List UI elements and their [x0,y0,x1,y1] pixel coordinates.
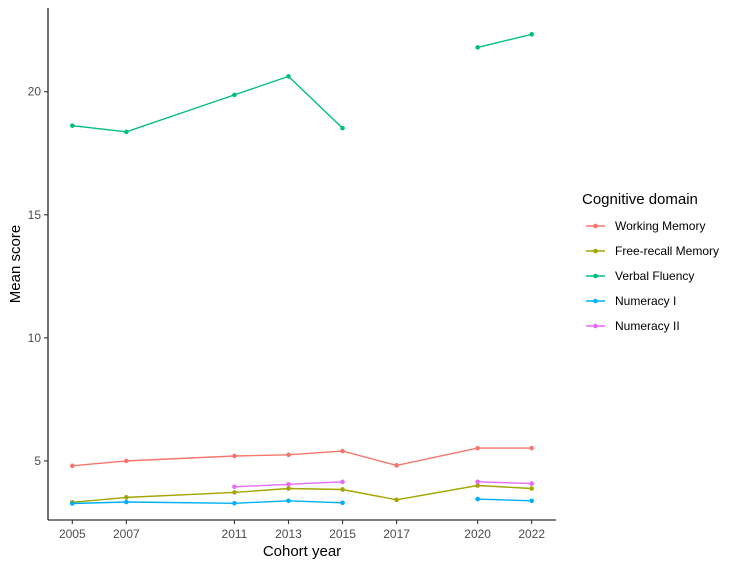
y-axis-title: Mean score [7,225,24,303]
y-tick-label: 15 [28,208,42,222]
series-numeracy-i [70,496,534,506]
legend-label: Numeracy I [615,294,676,308]
data-point-verbal-fluency [475,45,480,50]
data-point-verbal-fluency [232,92,237,98]
legend-key-point [593,248,598,254]
plot-marks [70,32,534,506]
data-point-numeracy-i [529,498,534,504]
series-numeracy-ii [232,479,534,490]
data-point-numeracy-i [340,500,345,506]
legend-key-point [593,273,598,279]
x-axis-title: Cohort year [263,543,341,560]
legend-item-numeracy-i: Numeracy I [586,294,676,308]
x-tick-label: 2017 [383,527,410,541]
data-point-verbal-fluency [286,74,291,79]
series-working-memory [70,445,534,469]
x-tick-label: 2007 [113,527,140,541]
series-line-working-memory [72,447,532,467]
legend-label: Numeracy II [615,319,680,333]
x-tick-label: 2022 [518,527,545,541]
data-point-verbal-fluency [529,32,534,37]
y-tick-label: 10 [28,331,42,345]
series-line-free-recall-memory [72,484,532,503]
data-point-working-memory [340,448,345,454]
axes: 2005 2007 2011 2013 2015 2017 2020 2022 5 10 15 20 [28,8,556,541]
data-point-numeracy-ii [475,479,480,485]
legend: Cognitive domain Working Memory Free-reca… [582,191,719,333]
data-point-free-recall-memory [394,497,399,503]
data-point-free-recall-memory [286,486,291,491]
data-point-numeracy-i [286,498,291,504]
legend-item-numeracy-ii: Numeracy II [586,319,680,333]
y-tick-label: 20 [28,85,42,99]
series-line-verbal-fluency [477,33,532,49]
legend-key-point [593,323,598,329]
data-point-free-recall-memory [529,486,534,491]
series-line-numeracy-i [72,500,343,505]
y-tick-label: 5 [34,454,41,468]
data-point-numeracy-ii [232,484,237,490]
data-point-free-recall-memory [124,495,129,500]
data-point-numeracy-i [232,500,237,506]
series-line-numeracy-ii [477,481,532,485]
data-point-numeracy-i [475,496,480,502]
x-tick-label: 2011 [222,527,248,541]
series-line-verbal-fluency [72,75,343,133]
data-point-working-memory [529,445,534,451]
legend-items: Working Memory Free-recall Memory Verbal F… [586,219,719,333]
data-point-working-memory [124,458,129,464]
x-tick-label: 2005 [59,527,86,541]
legend-title: Cognitive domain [582,191,698,208]
legend-item-working-memory: Working Memory [586,219,705,233]
legend-item-free-recall-memory: Free-recall Memory [586,244,719,258]
legend-key-point [593,298,598,304]
data-point-numeracy-ii [286,482,291,487]
series-free-recall-memory [70,483,534,505]
series-verbal-fluency [70,32,534,135]
data-point-verbal-fluency [340,125,345,131]
data-point-working-memory [475,445,480,451]
data-point-verbal-fluency [70,123,75,128]
data-point-numeracy-i [124,499,129,505]
data-point-working-memory [394,463,399,468]
x-tick-label: 2015 [329,527,356,541]
legend-key-point [593,223,598,229]
data-point-working-memory [70,463,75,469]
legend-label: Working Memory [615,219,705,233]
data-point-free-recall-memory [340,487,345,492]
x-tick-label: 2013 [275,527,302,541]
data-point-numeracy-ii [529,481,534,486]
data-point-working-memory [286,452,291,458]
data-point-verbal-fluency [124,129,129,135]
x-tick-label: 2020 [464,527,491,541]
legend-label: Verbal Fluency [615,269,694,283]
data-point-free-recall-memory [475,483,480,488]
data-point-working-memory [232,453,237,459]
data-point-free-recall-memory [232,490,237,495]
legend-label: Free-recall Memory [615,244,719,258]
legend-item-verbal-fluency: Verbal Fluency [586,269,694,283]
series-line-numeracy-i [477,498,532,502]
data-point-numeracy-ii [340,479,345,485]
data-point-numeracy-i [70,501,75,506]
